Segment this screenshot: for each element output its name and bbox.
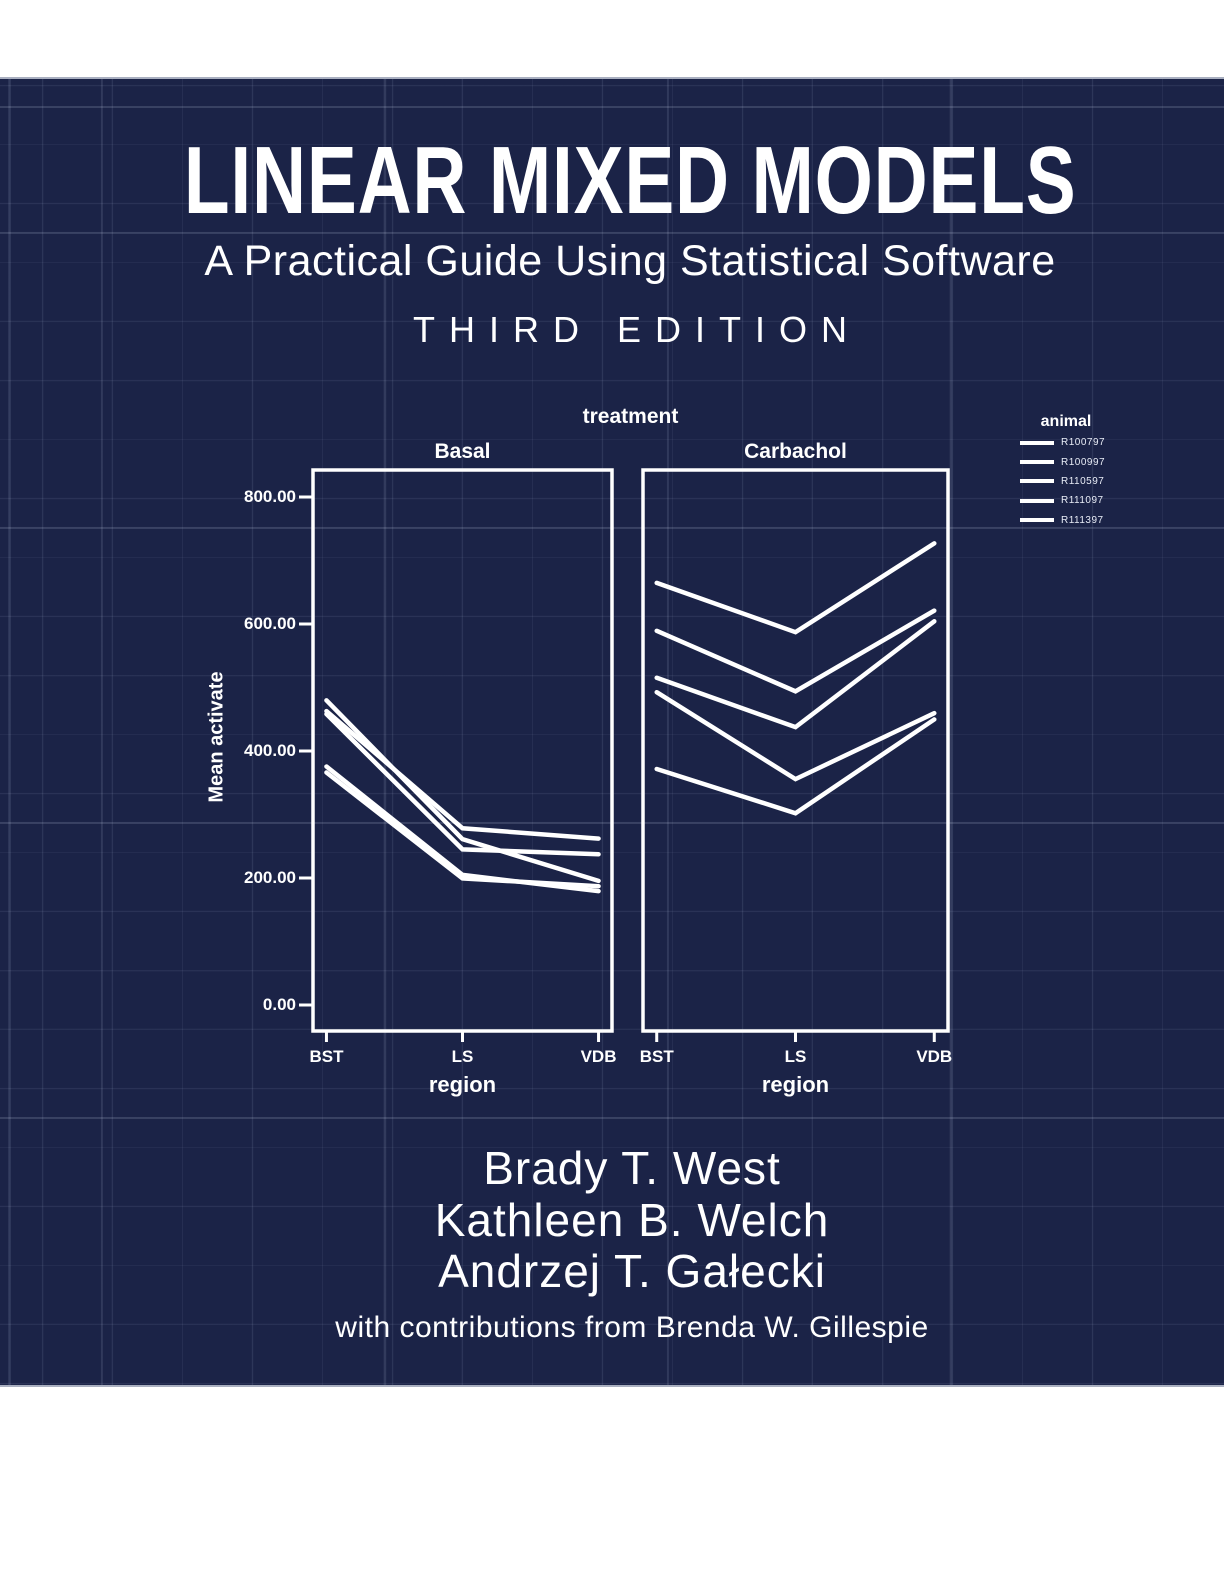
book-title: LINEAR MIXED MODELS xyxy=(36,133,1224,229)
author-name: Andrzej T. Gałecki xyxy=(438,1245,826,1297)
legend-row-R111397: R111397 xyxy=(1020,511,1105,530)
footer: CRC CRC Press Taylor & Francis Group A C… xyxy=(0,1387,1224,1584)
x-axis-title-right: region xyxy=(761,1072,830,1097)
legend-label: R100797 xyxy=(1061,437,1106,449)
legend-line-sample xyxy=(1020,518,1054,523)
legend-line-sample xyxy=(1020,498,1054,503)
legend-label: R111397 xyxy=(1061,514,1104,526)
legend-line-sample xyxy=(1020,460,1054,465)
edition-label: THIRD EDITION xyxy=(413,309,861,350)
legend-label: R100997 xyxy=(1061,456,1106,468)
authors-block: Brady T. West Kathleen B. Welch Andrzej … xyxy=(40,1142,1224,1345)
legend-row-R100997: R100997 xyxy=(1020,452,1105,471)
legend-row-R110597: R110597 xyxy=(1020,472,1105,491)
panel-label-carbachol: Carbachol xyxy=(744,440,847,463)
chart-facet-title: treatment xyxy=(582,405,679,428)
legend-title: animal xyxy=(1040,413,1092,430)
legend: R100797 R100997 R110597 R111097 R111397 xyxy=(1020,433,1105,530)
book-subtitle: A Practical Guide Using Statistical Soft… xyxy=(204,237,1056,285)
legend-row-R100797: R100797 xyxy=(1020,433,1105,452)
legend-line-sample xyxy=(1020,479,1054,484)
book-title-text: LINEAR MIXED MODELS xyxy=(183,127,1077,234)
top-margin xyxy=(0,0,1224,77)
legend-label: R111097 xyxy=(1061,495,1104,507)
author-name: Kathleen B. Welch xyxy=(434,1193,830,1246)
x-axis-title-left: region xyxy=(428,1072,497,1097)
y-axis-title-text: Mean activate xyxy=(205,671,228,803)
contributors-line: with contributions from Brenda W. Gilles… xyxy=(335,1310,929,1344)
author-name: Brady T. West xyxy=(483,1142,781,1194)
legend-label: R110597 xyxy=(1061,475,1105,487)
panel-label-basal: Basal xyxy=(434,440,491,463)
legend-line-sample xyxy=(1020,440,1054,445)
legend-row-R111097: R111097 xyxy=(1020,491,1105,510)
